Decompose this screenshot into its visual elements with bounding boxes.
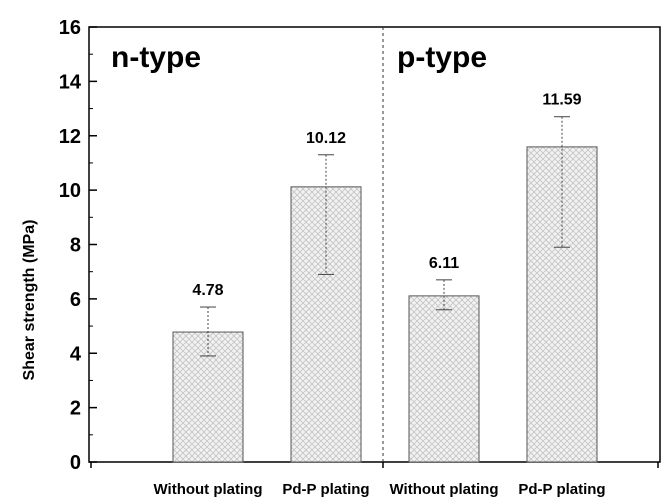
category-label: Without plating xyxy=(154,481,263,498)
bar xyxy=(526,146,598,463)
category-label: Pd-P plating xyxy=(518,481,605,498)
y-tick-label: 2 xyxy=(70,398,81,420)
y-tick-label: 4 xyxy=(70,343,82,365)
y-tick-label: 6 xyxy=(70,289,81,311)
bar xyxy=(408,295,480,463)
y-tick-label: 12 xyxy=(59,126,81,148)
y-tick-label: 0 xyxy=(70,452,81,474)
group-label: n-type xyxy=(111,41,201,74)
y-tick-label: 16 xyxy=(59,17,81,39)
category-label: Without plating xyxy=(390,481,499,498)
y-tick-label: 14 xyxy=(59,71,82,93)
group-label: p-type xyxy=(397,41,487,74)
data-label: 10.12 xyxy=(306,130,346,147)
y-tick-label: 10 xyxy=(59,180,81,202)
data-label: 4.78 xyxy=(192,282,223,299)
y-tick-label: 8 xyxy=(70,235,81,257)
data-label: 11.59 xyxy=(542,92,581,109)
data-label: 6.11 xyxy=(429,255,459,272)
y-axis-label: Shear strength (MPa) xyxy=(21,220,38,381)
category-label: Pd-P plating xyxy=(282,481,369,498)
